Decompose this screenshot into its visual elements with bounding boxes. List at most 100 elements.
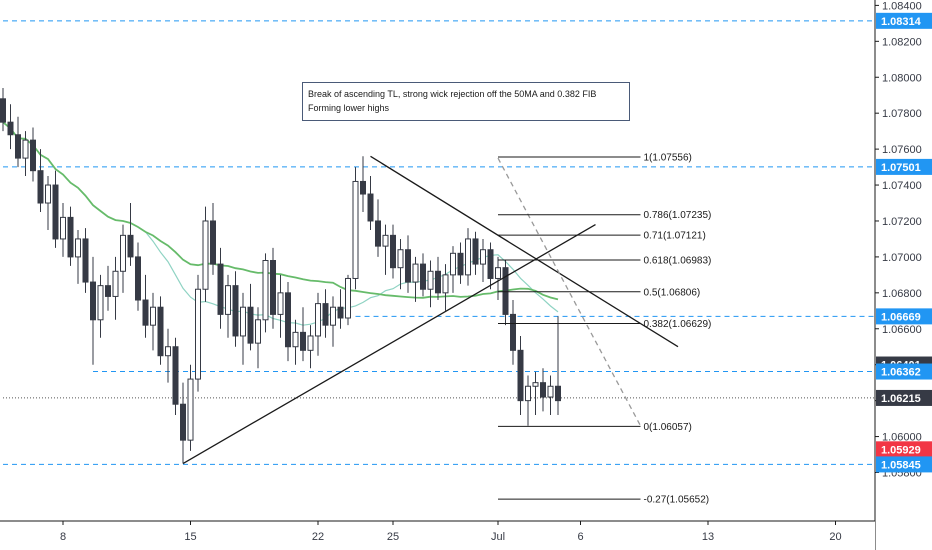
candle-body — [300, 331, 306, 351]
price-tag-label: 1.07501 — [881, 162, 921, 174]
candle-body — [67, 216, 74, 258]
annotation-line-2: Forming lower highs — [308, 103, 390, 113]
price-tick-label: 1.07200 — [882, 216, 922, 228]
price-tick-label: 1.06600 — [882, 324, 922, 336]
annotation-note[interactable]: Break of ascending TL, strong wick rejec… — [302, 82, 630, 121]
candle-body — [240, 306, 246, 337]
candle-body — [210, 220, 216, 265]
candle-body — [502, 267, 509, 315]
candle-body — [322, 303, 329, 326]
price-tick-label: 1.06800 — [882, 288, 922, 300]
candle-body — [202, 220, 209, 290]
candle-body — [165, 346, 171, 357]
candle-body — [135, 256, 141, 301]
candle-body — [472, 238, 479, 265]
candle-body — [142, 299, 149, 326]
trendline — [497, 157, 642, 427]
drawings — [182, 155, 679, 465]
fib-level-label: 0.71(1.07121) — [644, 231, 706, 242]
time-tick-label: 25 — [387, 531, 399, 543]
price-tag — [876, 363, 932, 380]
candle-body — [45, 184, 51, 204]
candle-body — [127, 234, 134, 258]
candle-body — [442, 274, 449, 294]
candle-body — [480, 249, 486, 265]
candle-body — [157, 306, 164, 357]
price-tag-label: 1.05929 — [881, 444, 921, 456]
candle-body — [15, 134, 21, 159]
time-tick-label: 13 — [702, 531, 714, 543]
price-tag-label: 1.06669 — [881, 311, 921, 323]
candle-body — [172, 346, 179, 405]
price-tag-label: 1.08314 — [881, 16, 922, 28]
price-tag — [876, 158, 932, 175]
price-tick-label: 1.08000 — [882, 72, 922, 84]
price-tag-label: 1.06215 — [881, 393, 921, 405]
candle-body — [60, 216, 66, 240]
price-tick-label: 1.08400 — [882, 0, 922, 12]
trendline — [182, 224, 596, 465]
price-tag-label: 1.06362 — [881, 367, 921, 379]
candle-body — [52, 184, 59, 240]
price-tick-label: 1.07600 — [882, 144, 922, 156]
price-tag-label: 1.05845 — [881, 459, 921, 471]
time-tick-label: 15 — [184, 531, 196, 543]
candle-body — [270, 260, 276, 315]
fib-retracement: 1(1.07556) 0.786(1.07235) 0.71(1.07121) 0.6… — [498, 153, 711, 506]
candle-body — [375, 220, 381, 247]
time-tick-label: Jul — [491, 531, 505, 543]
candle-body — [255, 319, 261, 344]
candle-body — [420, 263, 426, 290]
candle-body — [217, 263, 224, 315]
price-tag — [876, 12, 932, 29]
price-level-lines — [3, 20, 875, 465]
candle-body — [277, 292, 284, 315]
fib-level-label: 0.382(1.06629) — [644, 319, 712, 330]
candle-body — [82, 238, 89, 283]
candle-body — [352, 180, 359, 279]
candle-body — [510, 313, 516, 351]
candle-body — [22, 139, 29, 159]
price-tick-label: 1.07400 — [882, 180, 922, 192]
time-tick-label: 8 — [60, 531, 66, 543]
candle-body — [285, 292, 291, 348]
candle-body — [225, 285, 231, 315]
fib-level-label: -0.27(1.05652) — [644, 495, 710, 506]
candle-body — [112, 270, 119, 297]
candle-body — [292, 331, 299, 348]
candle-body — [450, 252, 456, 276]
candle-body — [517, 349, 524, 402]
candle-body — [427, 270, 434, 290]
time-tick-label: 6 — [577, 531, 583, 543]
candle-body — [360, 180, 366, 195]
candles — [0, 88, 561, 464]
annotation-line-1: Break of ascending TL, strong wick rejec… — [308, 89, 597, 99]
candle-body — [390, 234, 396, 269]
candle-body — [382, 234, 389, 247]
candle-body — [195, 288, 201, 380]
candle-body — [540, 382, 546, 398]
candle-body — [105, 285, 111, 297]
candle-body — [397, 249, 404, 269]
candle-body — [187, 378, 194, 441]
time-tick-label: 20 — [829, 531, 841, 543]
time-tick-label: 22 — [312, 531, 324, 543]
fib-level-label: 0.5(1.06806) — [644, 287, 701, 298]
candle-body — [30, 139, 36, 172]
candle-body — [487, 249, 494, 279]
time-axis — [0, 521, 875, 550]
candle-body — [180, 403, 186, 441]
fib-level-label: 0.786(1.07235) — [644, 210, 712, 221]
candle-body — [75, 238, 81, 258]
candle-body — [495, 267, 501, 279]
candle-body — [315, 303, 321, 337]
price-tag — [876, 308, 932, 325]
fib-level-label: 0(1.06057) — [644, 422, 692, 433]
candle-body — [412, 263, 419, 283]
candle-body — [90, 281, 96, 321]
price-tick-label: 1.07800 — [882, 108, 922, 120]
candle-body — [120, 234, 126, 272]
candle-body — [232, 285, 239, 337]
candle-body — [532, 382, 539, 387]
